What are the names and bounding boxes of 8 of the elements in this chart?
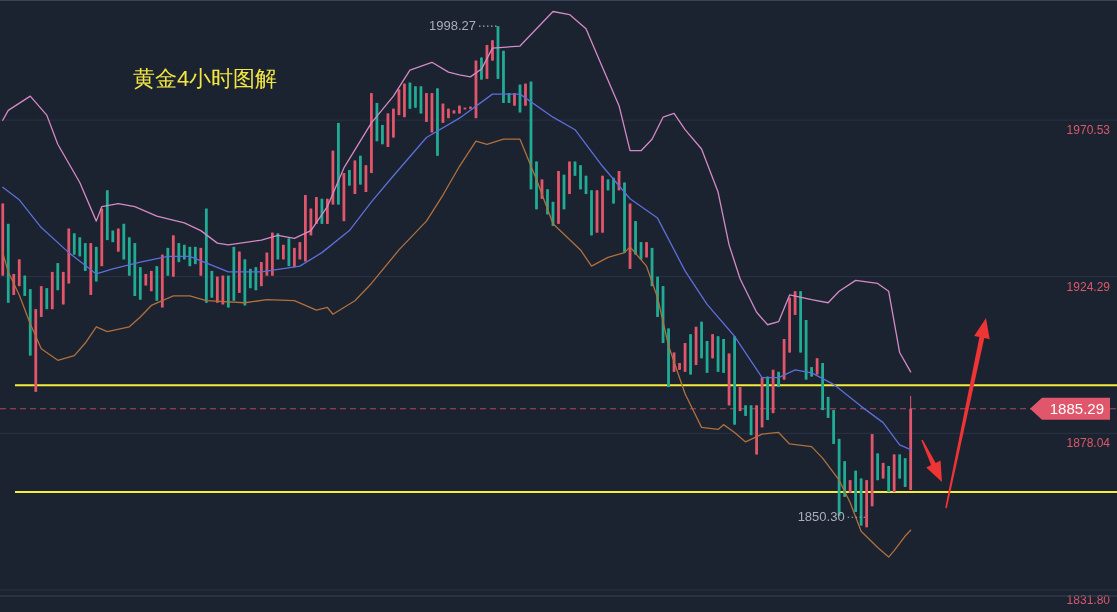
y-tick-label: 1924.29 bbox=[1066, 279, 1111, 294]
ref-line-label: 1885.29 bbox=[1049, 400, 1104, 418]
y-tick-label: 1970.53 bbox=[1066, 123, 1111, 138]
y-tick-label: 1878.04 bbox=[1066, 436, 1111, 451]
y-tick-label: 1831.80 bbox=[1066, 592, 1111, 607]
text: 黄金4小时图解 bbox=[133, 66, 278, 91]
annotation: 1850.30 bbox=[797, 509, 845, 525]
annotation: 1998.27 bbox=[428, 18, 476, 34]
